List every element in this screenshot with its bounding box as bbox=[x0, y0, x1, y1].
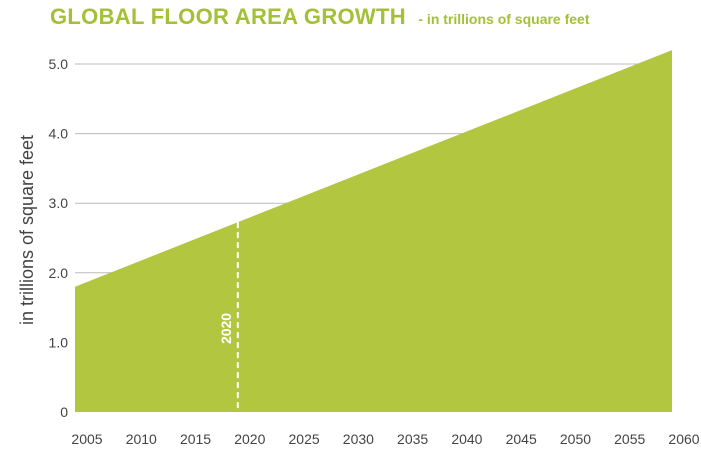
x-tick-label: 2060 bbox=[668, 431, 699, 447]
x-tick-label: 2030 bbox=[343, 431, 374, 447]
y-axis: 0 1.0 2.0 3.0 4.0 5.0 bbox=[49, 56, 69, 420]
annotation-label: 2020 bbox=[218, 313, 234, 344]
y-axis-label: in trillions of square feet bbox=[17, 135, 37, 325]
area-series bbox=[75, 50, 672, 412]
y-tick-label: 5.0 bbox=[49, 56, 69, 72]
x-tick-label: 2015 bbox=[180, 431, 211, 447]
chart-title: GLOBAL FLOOR AREA GROWTH bbox=[50, 4, 406, 29]
x-tick-label: 2050 bbox=[560, 431, 591, 447]
x-tick-label: 2020 bbox=[234, 431, 265, 447]
y-tick-label: 0 bbox=[60, 404, 68, 420]
x-tick-label: 2010 bbox=[126, 431, 157, 447]
y-tick-label: 3.0 bbox=[49, 195, 69, 211]
x-axis: 2005 2010 2015 2020 2025 2030 2035 2040 2045 2050… bbox=[71, 431, 699, 447]
x-tick-label: 2055 bbox=[614, 431, 645, 447]
x-tick-label: 2025 bbox=[289, 431, 320, 447]
x-tick-label: 2035 bbox=[397, 431, 428, 447]
chart-subtitle: - in trillions of square feet bbox=[418, 11, 590, 27]
area-layer bbox=[75, 50, 672, 412]
x-tick-label: 2045 bbox=[506, 431, 537, 447]
annotation-layer: 2020 bbox=[218, 222, 239, 412]
y-tick-label: 4.0 bbox=[49, 126, 69, 142]
x-tick-label: 2005 bbox=[71, 431, 102, 447]
x-tick-label: 2040 bbox=[451, 431, 482, 447]
y-tick-label: 2.0 bbox=[49, 265, 69, 281]
title-row: GLOBAL FLOOR AREA GROWTH - in trillions … bbox=[50, 4, 590, 30]
y-tick-label: 1.0 bbox=[49, 334, 69, 350]
